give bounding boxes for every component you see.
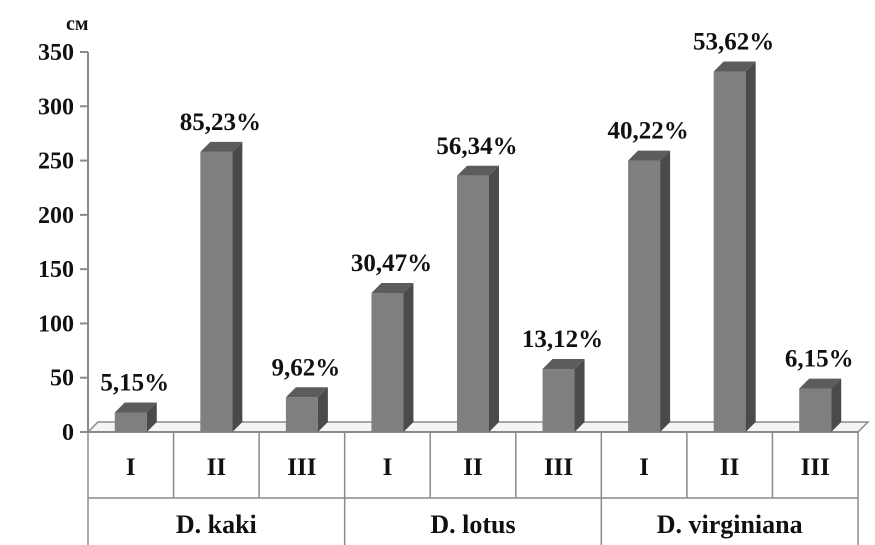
y-axis-unit: см	[66, 13, 89, 35]
bar	[114, 412, 147, 432]
y-tick-label: 50	[50, 366, 74, 392]
y-tick-label: 0	[62, 420, 74, 446]
data-label: 5,15%	[100, 369, 169, 396]
data-label: 85,23%	[180, 109, 261, 136]
bar-side	[232, 141, 243, 432]
bar-top	[628, 150, 671, 161]
data-label: 6,15%	[785, 346, 854, 373]
y-tick-label: 200	[38, 203, 74, 229]
bar-top	[542, 359, 585, 370]
data-label: 30,47%	[351, 250, 432, 277]
bar	[628, 160, 661, 433]
bar-side	[146, 402, 157, 432]
bar	[799, 388, 832, 432]
x-category-label: II	[463, 454, 482, 481]
bar-top	[200, 141, 243, 152]
bar	[371, 293, 404, 432]
data-label: 56,34%	[436, 133, 517, 160]
x-category-label: II	[207, 454, 226, 481]
data-label: 13,12%	[522, 326, 603, 353]
bar-top	[713, 61, 756, 72]
group-label: D. kaki	[176, 510, 257, 539]
y-tick-label: 350	[38, 40, 74, 66]
x-category-label: III	[544, 454, 573, 481]
bar	[457, 175, 489, 432]
data-label: 9,62%	[272, 354, 341, 381]
data-label: 40,22%	[607, 118, 688, 145]
bar-side	[831, 378, 842, 432]
y-tick-label: 100	[38, 311, 74, 337]
bar-top	[371, 283, 414, 294]
bar	[200, 151, 233, 432]
y-tick-label: 300	[38, 94, 74, 120]
bar-side	[489, 165, 499, 432]
bar-top	[457, 165, 499, 176]
bar	[285, 397, 318, 432]
bar-top	[285, 387, 328, 398]
y-tick-label: 250	[38, 149, 74, 175]
x-category-label: I	[639, 454, 649, 481]
x-category-label: I	[383, 454, 393, 481]
x-category-label: III	[801, 454, 830, 481]
bar-side	[660, 150, 671, 433]
x-category-label: III	[287, 454, 316, 481]
bar-side	[317, 387, 328, 432]
bar-side	[745, 61, 756, 433]
bar-side	[574, 359, 585, 432]
x-category-label: I	[126, 454, 136, 481]
bar-top	[799, 378, 842, 389]
y-tick-label: 150	[38, 257, 74, 283]
group-label: D. virginiana	[657, 510, 803, 539]
bar-side	[403, 283, 414, 432]
x-category-label: II	[720, 454, 739, 481]
data-label: 53,62%	[693, 29, 774, 56]
data-labels: 5,15% 85,23% 9,62% 30,47% 56,34% 13,12% 40,22%…	[100, 29, 853, 397]
bar	[542, 369, 575, 432]
group-label: D. lotus	[430, 510, 515, 539]
bar	[713, 71, 746, 433]
bar-top	[114, 402, 157, 413]
bars	[114, 61, 842, 433]
